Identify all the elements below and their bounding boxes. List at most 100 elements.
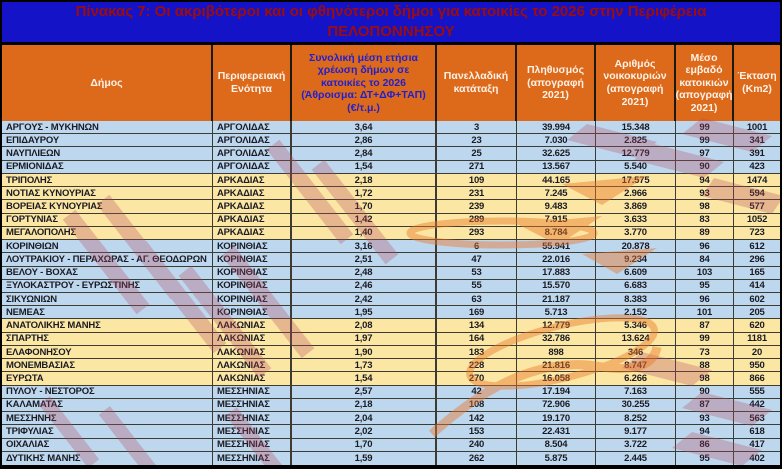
cell-population: 15.570 — [517, 279, 596, 292]
cell-annual-charge: 2,46 — [292, 279, 437, 292]
cell-regional-unit: ΑΡΚΑΔΙΑΣ — [213, 187, 292, 200]
cell-avg-area: 86 — [676, 438, 734, 451]
cell-avg-area: 73 — [676, 345, 734, 359]
table-title: Πίνακας 7: Οι ακριβότεροι και οι φθηνότε… — [75, 3, 707, 40]
column-header-population: Πληθυσμός (απογραφή 2021) — [517, 45, 596, 121]
cell-annual-charge: 2,18 — [292, 398, 437, 412]
table-row: ΒΕΛΟΥ - ΒΟΧΑΣ ΚΟΡΙΝΘΙΑΣ 2,48 53 17.883 6… — [2, 266, 780, 280]
cell-extent: 618 — [734, 425, 780, 438]
cell-population: 7.245 — [517, 187, 596, 200]
cell-avg-area: 93 — [676, 412, 734, 425]
cell-households: 5.540 — [596, 160, 676, 173]
cell-avg-area: 90 — [676, 385, 734, 398]
cell-regional-unit: ΛΑΚΩΝΙΑΣ — [213, 372, 292, 385]
cell-regional-unit: ΑΡΚΑΔΙΑΣ — [213, 213, 292, 226]
cell-national-rank: 183 — [437, 345, 517, 359]
cell-national-rank: 153 — [437, 425, 517, 438]
cell-households: 2.152 — [596, 306, 676, 319]
header-row: Δήμος Περιφερειακή Ενότητα Συνολική μέση… — [2, 45, 780, 121]
cell-households: 346 — [596, 345, 676, 359]
cell-population: 16.058 — [517, 372, 596, 385]
table-row: ΔΥΤΙΚΗΣ ΜΑΝΗΣ ΜΕΣΣΗΝΙΑΣ 1,59 262 5.875 2… — [2, 451, 780, 465]
cell-municipality: ΓΟΡΤΥΝΙΑΣ — [2, 213, 213, 226]
cell-households: 13.624 — [596, 332, 676, 345]
cell-annual-charge: 2,57 — [292, 385, 437, 398]
cell-extent: 1181 — [734, 332, 780, 345]
cell-annual-charge: 1,72 — [292, 187, 437, 200]
cell-extent: 950 — [734, 359, 780, 372]
cell-national-rank: 169 — [437, 306, 517, 319]
cell-extent: 341 — [734, 134, 780, 147]
cell-population: 17.883 — [517, 266, 596, 279]
cell-population: 22.016 — [517, 253, 596, 266]
cell-regional-unit: ΑΡΚΑΔΙΑΣ — [213, 226, 292, 240]
cell-regional-unit: ΑΡΓΟΛΙΔΑΣ — [213, 121, 292, 134]
cell-national-rank: 270 — [437, 372, 517, 385]
cell-population: 19.170 — [517, 412, 596, 425]
table-row: ΒΟΡΕΙΑΣ ΚΥΝΟΥΡΙΑΣ ΑΡΚΑΔΙΑΣ 1,70 239 9.48… — [2, 200, 780, 214]
cell-population: 5.713 — [517, 306, 596, 319]
cell-regional-unit: ΑΡΓΟΛΙΔΑΣ — [213, 160, 292, 173]
cell-avg-area: 83 — [676, 213, 734, 226]
cell-population: 44.165 — [517, 173, 596, 187]
cell-households: 8.383 — [596, 292, 676, 306]
table-row: ΜΕΓΑΛΟΠΟΛΗΣ ΑΡΚΑΔΙΑΣ 1,40 293 8.784 3.77… — [2, 226, 780, 241]
cell-extent: 205 — [734, 306, 780, 319]
cell-annual-charge: 2,02 — [292, 425, 437, 438]
cell-municipality: ΕΠΙΔΑΥΡΟΥ — [2, 134, 213, 147]
cell-extent: 1001 — [734, 121, 780, 134]
table-row: ΤΡΙΦΥΛΙΑΣ ΜΕΣΣΗΝΙΑΣ 2,02 153 22.431 9.17… — [2, 425, 780, 439]
cell-households: 12.779 — [596, 147, 676, 160]
cell-regional-unit: ΑΡΚΑΔΙΑΣ — [213, 200, 292, 213]
cell-national-rank: 23 — [437, 134, 517, 147]
cell-national-rank: 262 — [437, 451, 517, 465]
cell-annual-charge: 1,95 — [292, 306, 437, 319]
cell-municipality: ΑΝΑΤΟΛΙΚΗΣ ΜΑΝΗΣ — [2, 319, 213, 332]
cell-municipality: ΤΡΙΦΥΛΙΑΣ — [2, 425, 213, 438]
table-row: ΝΟΤΙΑΣ ΚΥΝΟΥΡΙΑΣ ΑΡΚΑΔΙΑΣ 1,72 231 7.245… — [2, 187, 780, 201]
cell-annual-charge: 1,54 — [292, 372, 437, 385]
cell-avg-area: 97 — [676, 147, 734, 160]
cell-regional-unit: ΜΕΣΣΗΝΙΑΣ — [213, 398, 292, 412]
cell-annual-charge: 2,42 — [292, 292, 437, 306]
cell-annual-charge: 2,84 — [292, 147, 437, 160]
table-row: ΛΟΥΤΡΑΚΙΟΥ - ΠΕΡΑΧΩΡΑΣ - ΑΓ. ΘΕΟΔΩΡΩΝ ΚΟ… — [2, 253, 780, 267]
cell-extent: 442 — [734, 398, 780, 412]
cell-regional-unit: ΜΕΣΣΗΝΙΑΣ — [213, 385, 292, 398]
cell-avg-area: 90 — [676, 160, 734, 173]
cell-national-rank: 47 — [437, 253, 517, 266]
cell-extent: 296 — [734, 253, 780, 266]
table-row: ΑΡΓΟΥΣ - ΜΥΚΗΝΩΝ ΑΡΓΟΛΙΔΑΣ 3,64 3 39.994… — [2, 121, 780, 135]
cell-annual-charge: 1,70 — [292, 200, 437, 213]
cell-households: 17.575 — [596, 173, 676, 187]
cell-households: 30.255 — [596, 398, 676, 412]
table-row: ΣΠΑΡΤΗΣ ΛΑΚΩΝΙΑΣ 1,97 164 32.786 13.624 … — [2, 332, 780, 346]
cell-municipality: ΑΡΓΟΥΣ - ΜΥΚΗΝΩΝ — [2, 121, 213, 134]
cell-municipality: ΒΕΛΟΥ - ΒΟΧΑΣ — [2, 266, 213, 279]
cell-households: 8.747 — [596, 359, 676, 372]
cell-extent: 723 — [734, 226, 780, 240]
cell-municipality: ΟΙΧΑΛΙΑΣ — [2, 438, 213, 451]
cell-extent: 594 — [734, 187, 780, 200]
cell-households: 5.346 — [596, 319, 676, 332]
cell-households: 7.163 — [596, 385, 676, 398]
cell-avg-area: 99 — [676, 121, 734, 134]
cell-national-rank: 6 — [437, 240, 517, 253]
cell-households: 20.878 — [596, 240, 676, 253]
table-row: ΝΕΜΕΑΣ ΚΟΡΙΝΘΙΑΣ 1,95 169 5.713 2.152 10… — [2, 306, 780, 320]
cell-municipality: ΜΕΓΑΛΟΠΟΛΗΣ — [2, 226, 213, 240]
cell-avg-area: 89 — [676, 226, 734, 240]
cell-municipality: ΤΡΙΠΟΛΗΣ — [2, 173, 213, 187]
cell-avg-area: 94 — [676, 173, 734, 187]
cell-avg-area: 103 — [676, 266, 734, 279]
cell-national-rank: 42 — [437, 385, 517, 398]
cell-national-rank: 55 — [437, 279, 517, 292]
cell-population: 32.786 — [517, 332, 596, 345]
cell-national-rank: 25 — [437, 147, 517, 160]
cell-annual-charge: 1,97 — [292, 332, 437, 345]
cell-regional-unit: ΚΟΡΙΝΘΙΑΣ — [213, 240, 292, 253]
cell-national-rank: 63 — [437, 292, 517, 306]
cell-municipality: ΣΙΚΥΩΝΙΩΝ — [2, 292, 213, 306]
cell-regional-unit: ΚΟΡΙΝΘΙΑΣ — [213, 292, 292, 306]
cell-households: 6.609 — [596, 266, 676, 279]
